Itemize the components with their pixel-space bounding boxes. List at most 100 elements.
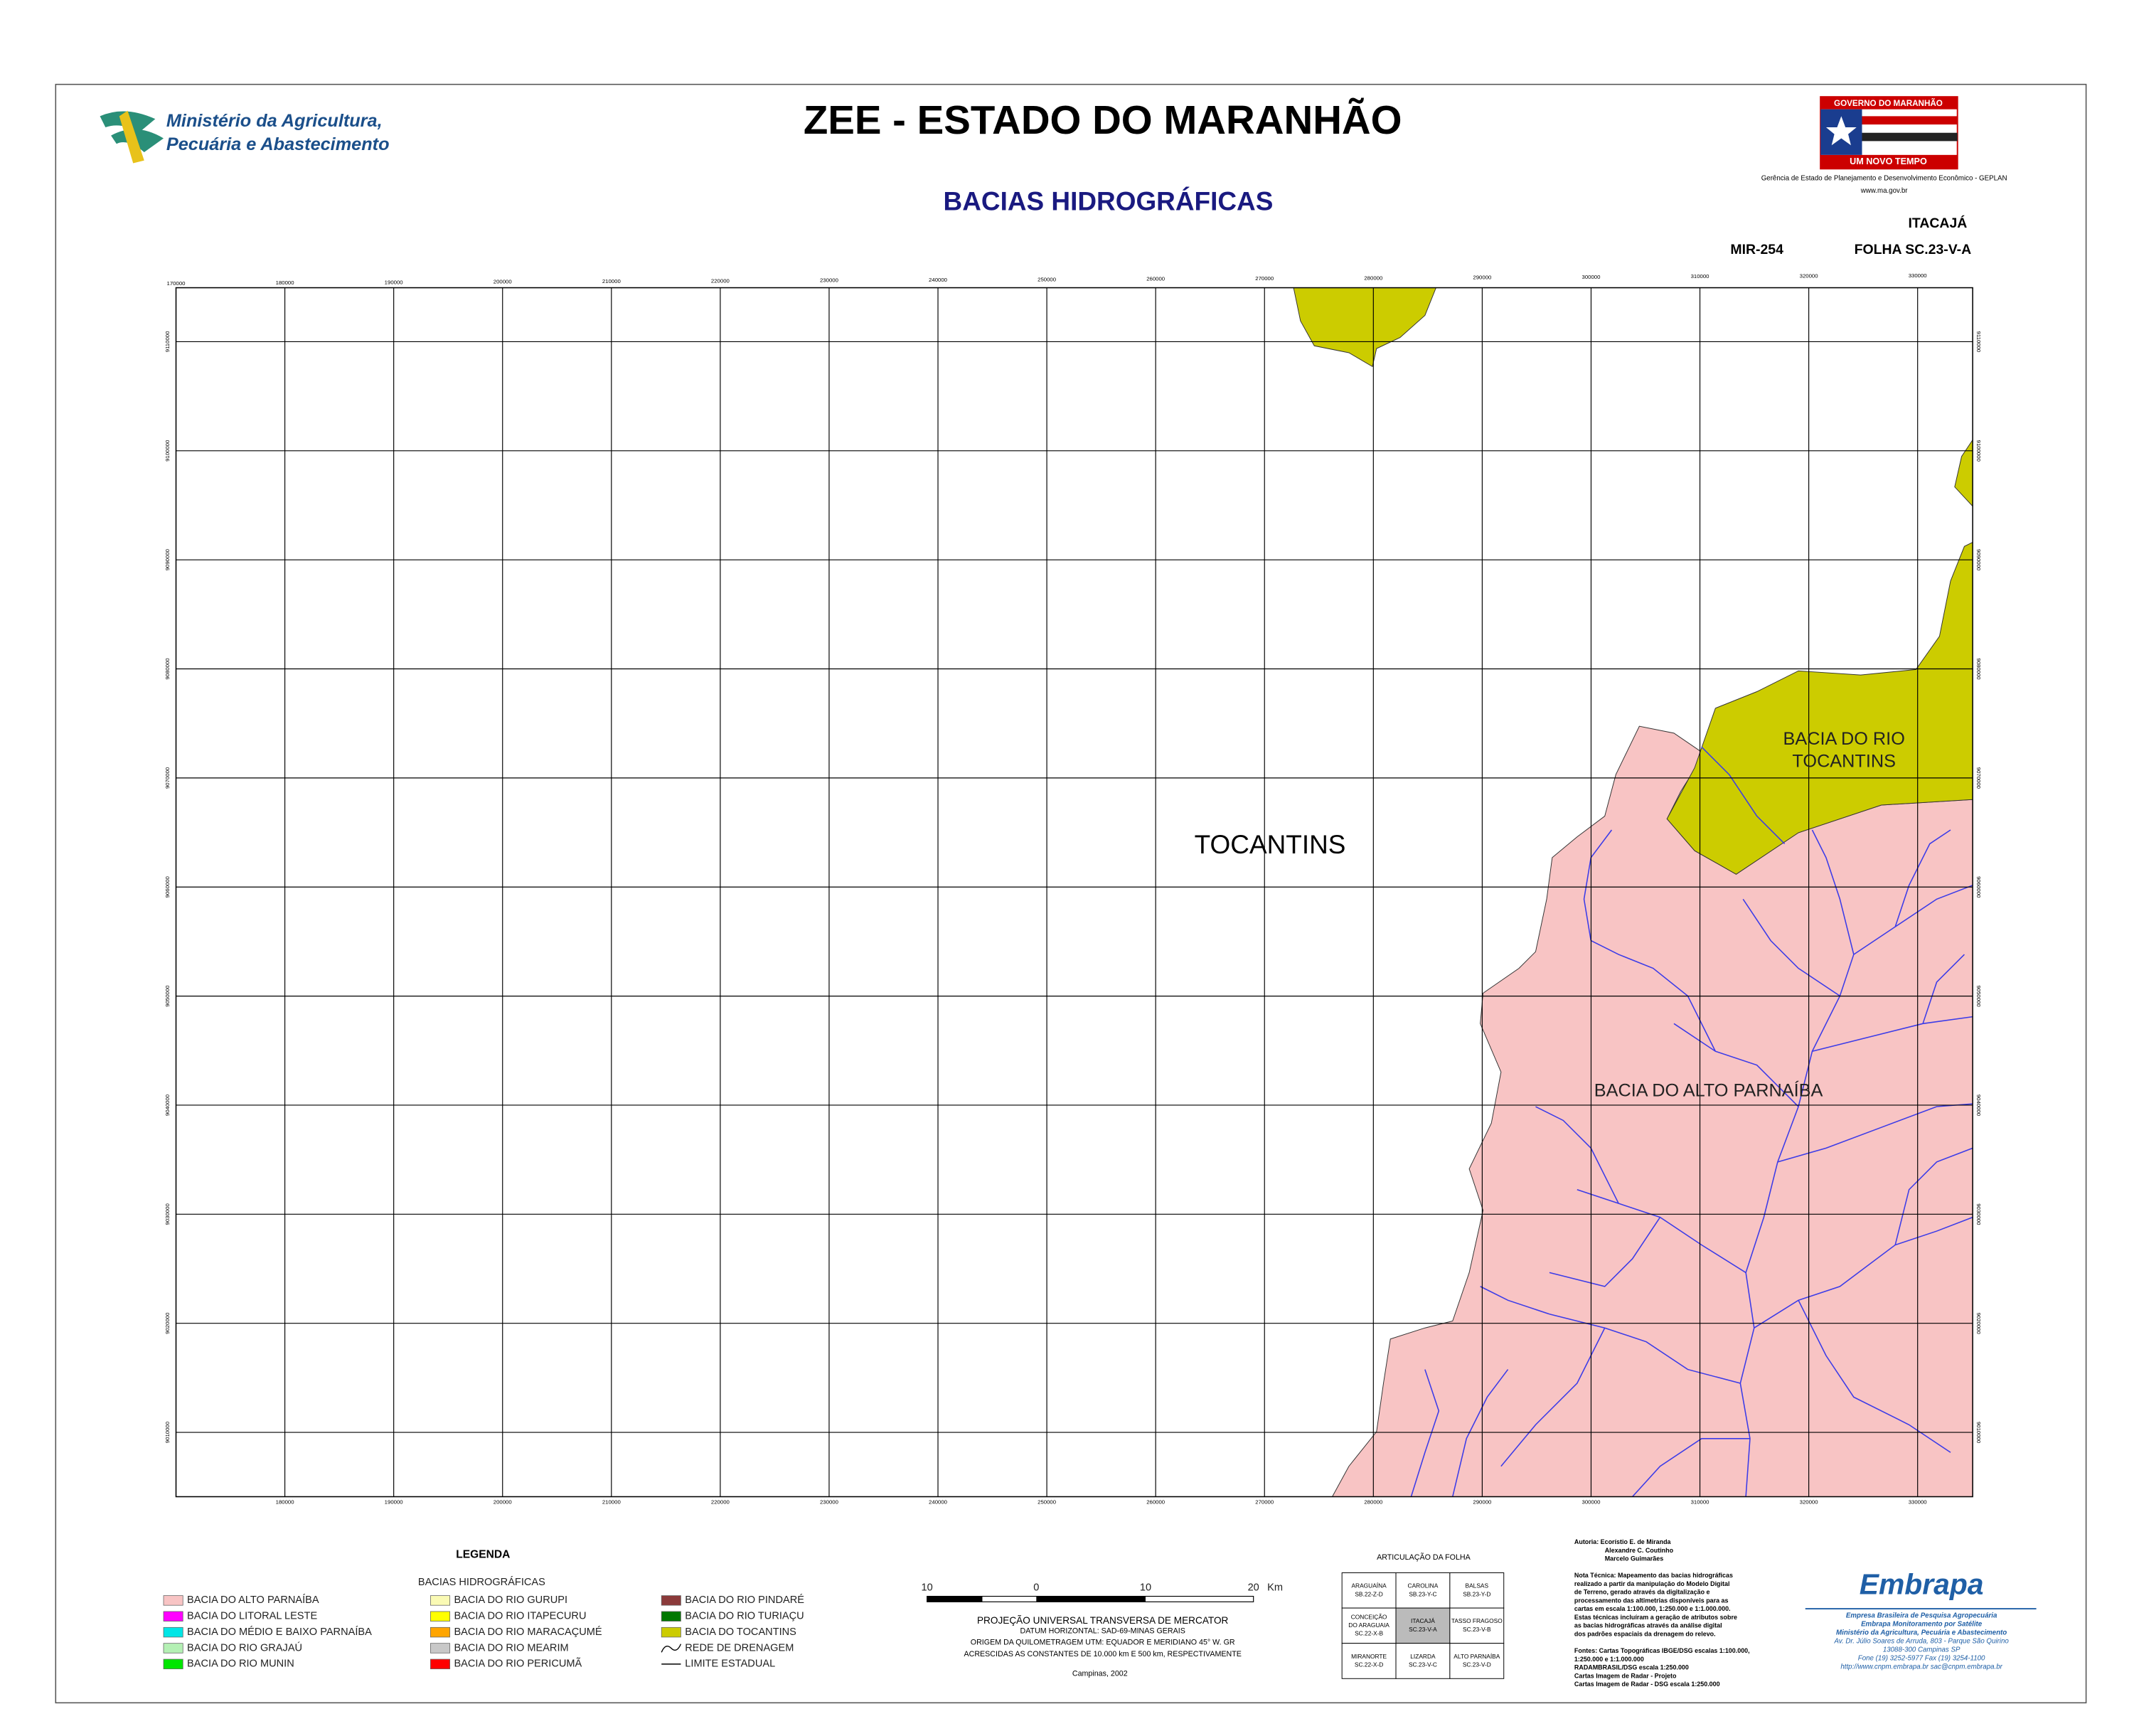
title: ZEE - ESTADO DO MARANHÃO (804, 97, 1402, 142)
river (1777, 1103, 1973, 1163)
basin-tocantins (1666, 541, 1973, 875)
x-coordinate-label: 330000 (1909, 272, 1928, 279)
y-coordinate-label: 9070000 (1975, 767, 1982, 789)
map (176, 287, 1973, 1497)
legend-swatch (163, 1643, 183, 1654)
articulation-cell (1449, 1643, 1505, 1679)
credit-line: realizado a partir da manipulação do Mod… (1574, 1580, 1730, 1587)
credit-line: de Terreno, gerado através da digitaliza… (1574, 1589, 1710, 1596)
ministry-name: Pecuária e Abastecimento (166, 134, 390, 154)
y-coordinate-label: 9060000 (164, 875, 171, 898)
river (1739, 885, 1973, 1497)
legend-drainage-symbol (661, 1644, 682, 1653)
scale-note: PROJEÇÃO UNIVERSAL TRANSVERSA DE MERCATO… (977, 1615, 1229, 1626)
scale-tick: 10 (922, 1582, 933, 1594)
river (1701, 746, 1786, 845)
credit-line: Nota Técnica: Mapeamento das bacias hidr… (1574, 1572, 1733, 1579)
x-coordinate-label: 290000 (1473, 1498, 1492, 1505)
subtitle: BACIAS HIDROGRÁFICAS (944, 187, 1274, 216)
articulation-text: BALSAS (1466, 1582, 1489, 1589)
legend-swatch (163, 1658, 183, 1670)
legend-swatch (430, 1611, 451, 1621)
gov-logo-text: UM NOVO TEMPO (1850, 156, 1927, 166)
x-coordinate-label: 320000 (1800, 273, 1819, 279)
articulation-text: CONCEIÇÃO (1351, 1613, 1387, 1620)
scale-note: DATUM HORIZONTAL: SAD-69-MINAS GERAIS (1020, 1627, 1185, 1636)
articulation-text: SB.23-Y-D (1463, 1590, 1490, 1597)
y-coordinate-label: 9050000 (164, 985, 171, 1007)
y-coordinate-label: 9070000 (164, 767, 171, 789)
legend-label: BACIA DO RIO MEARIM (454, 1642, 568, 1654)
river (1452, 1369, 1509, 1497)
x-coordinate-label: 280000 (1364, 1498, 1383, 1505)
scale-tick: 10 (1140, 1582, 1151, 1594)
legend-label: BACIA DO RIO MUNIN (187, 1658, 294, 1670)
credit-line: Alexandre C. Coutinho (1605, 1547, 1674, 1554)
legend-label: BACIA DO RIO TURIAÇU (685, 1611, 804, 1622)
x-coordinate-label: 190000 (385, 279, 404, 285)
x-coordinate-label: 180000 (276, 1498, 295, 1505)
y-coordinate-label: 9090000 (164, 548, 171, 570)
articulation-text: ITACAJÁ (1411, 1617, 1435, 1624)
river (1673, 1023, 1799, 1107)
x-coordinate-label: 230000 (820, 277, 839, 284)
basin-label: BACIA DO ALTO PARNAÍBA (1594, 1080, 1823, 1100)
articulation-text: ALTO PARNAÍBA (1453, 1653, 1500, 1660)
mir-code: MIR-254 (1730, 242, 1783, 257)
articulation-cell (1395, 1607, 1451, 1644)
river (1811, 829, 1855, 955)
ministry-logo: Ministério da Agricultura, Pecuária e Ab… (100, 110, 390, 164)
legend-swatch (661, 1626, 681, 1638)
credit-line: dos padrões espaciais da drenagem do rel… (1574, 1630, 1716, 1637)
articulation-text: TASSO FRAGOSO (1451, 1617, 1503, 1624)
articulation-text: SC.23-V-D (1463, 1661, 1491, 1668)
articulation-text: SC.23-V-B (1463, 1626, 1491, 1633)
credit-line: Estas técnicas incluíram a geração de at… (1574, 1614, 1737, 1621)
embrapa-line: Fone (19) 3252-5977 Fax (19) 3254-1100 (1858, 1655, 1985, 1663)
x-coordinate-label: 210000 (602, 1498, 622, 1505)
river (1632, 1438, 1750, 1497)
embrapa-line: Ministério da Agricultura, Pecuária e Ab… (1836, 1629, 2007, 1636)
legend-swatch (430, 1643, 451, 1654)
river (1410, 1369, 1440, 1497)
y-coordinate-label: 9030000 (164, 1203, 171, 1225)
x-coordinate-label: 210000 (602, 278, 622, 284)
legend-label: REDE DE DRENAGEM (685, 1642, 794, 1654)
legend-swatch (163, 1626, 183, 1638)
credit-line: processamento das altimetrias disponívei… (1574, 1597, 1729, 1604)
river (1812, 1016, 1973, 1052)
coordinate-grid (176, 287, 1973, 1497)
x-coordinate-label: 310000 (1691, 273, 1710, 279)
legend-label: BACIA DO RIO PINDARÉ (685, 1594, 804, 1606)
x-coordinate-label: 280000 (1364, 275, 1383, 281)
y-coordinate-label: 9110000 (1975, 331, 1982, 353)
legend-label: BACIA DO LITORAL LESTE (187, 1611, 317, 1622)
x-coordinate-label: 260000 (1146, 1498, 1165, 1505)
y-coordinate-label: 9040000 (1975, 1095, 1982, 1117)
legend-label: BACIA DO ALTO PARNAÍBA (187, 1594, 319, 1606)
x-coordinate-label: 190000 (385, 1498, 404, 1505)
legend-label: LIMITE ESTADUAL (685, 1658, 775, 1670)
credit-line: Cartas Imagem de Radar - DSG escala 1:25… (1574, 1681, 1720, 1688)
credit-line: Cartas Imagem de Radar - Projeto (1574, 1672, 1677, 1679)
basin-label: TOCANTINS (1792, 751, 1896, 771)
credit-line: RADAMBRASIL/DSG escala 1:250.000 (1574, 1664, 1689, 1671)
articulation-text: SC.23-V-A (1409, 1626, 1437, 1633)
articulation-cell (1341, 1572, 1397, 1609)
x-coordinate-label: 330000 (1909, 1498, 1928, 1505)
articulation-cell (1449, 1572, 1505, 1609)
x-coordinate-label: 250000 (1038, 1498, 1057, 1505)
embrapa-line: 13088-300 Campinas SP (1883, 1646, 1961, 1654)
embrapa-logo: Embrapa (1860, 1568, 1984, 1601)
articulation-text: SB.22-Z-D (1355, 1590, 1382, 1597)
x-coordinate-label: 240000 (929, 277, 948, 283)
x-coordinate-label: 310000 (1691, 1498, 1710, 1505)
ministry-name: Ministério da Agricultura, (166, 111, 383, 131)
articulation-title: ARTICULAÇÃO DA FOLHA (1377, 1553, 1471, 1562)
x-coordinate-label: 180000 (276, 279, 295, 286)
embrapa-address: Empresa Brasileira de Pesquisa Agropecuá… (1833, 1612, 2009, 1671)
river (1798, 1299, 1951, 1453)
sheet-code: FOLHA SC.23-V-A (1855, 242, 1972, 257)
